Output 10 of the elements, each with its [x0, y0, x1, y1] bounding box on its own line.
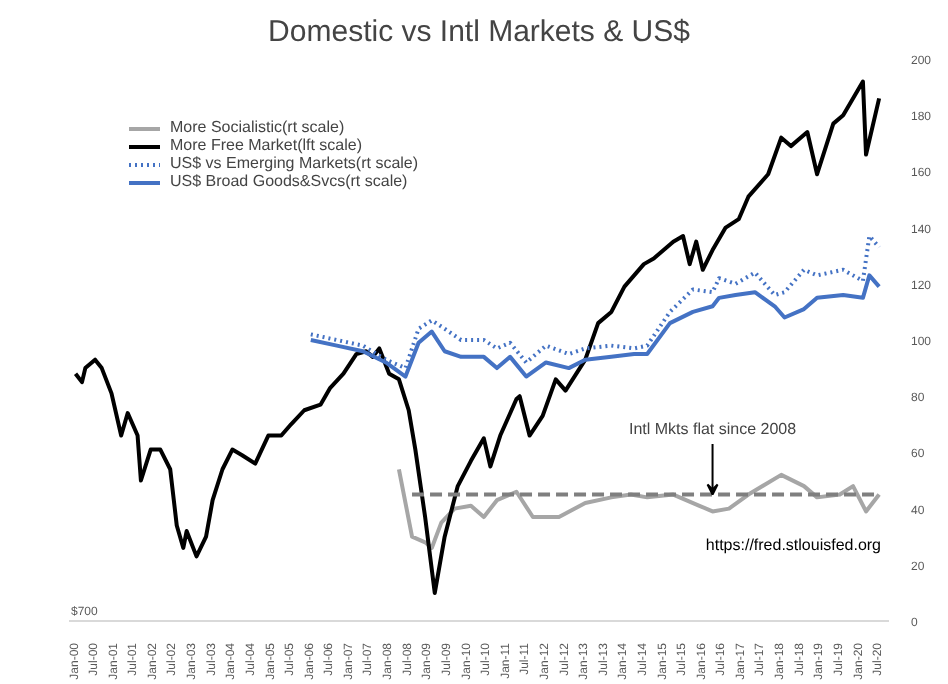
- annotation: Intl Mkts flat since 2008: [628, 420, 798, 439]
- legend-label: More Socialistic(rt scale): [170, 118, 345, 136]
- chart-title: Domestic vs Intl Markets & US$: [268, 15, 692, 49]
- line-series: [73, 79, 882, 595]
- annotation: https://fred.stlouisfed.org: [705, 535, 882, 554]
- legend-label: US$ vs Emerging Markets(rt scale): [170, 154, 419, 172]
- line-series: [308, 234, 882, 371]
- line-series: [396, 467, 882, 550]
- legend-label: US$ Broad Goods&Svcs(rt scale): [170, 172, 408, 190]
- legend-label: More Free Market(lft scale): [170, 136, 363, 154]
